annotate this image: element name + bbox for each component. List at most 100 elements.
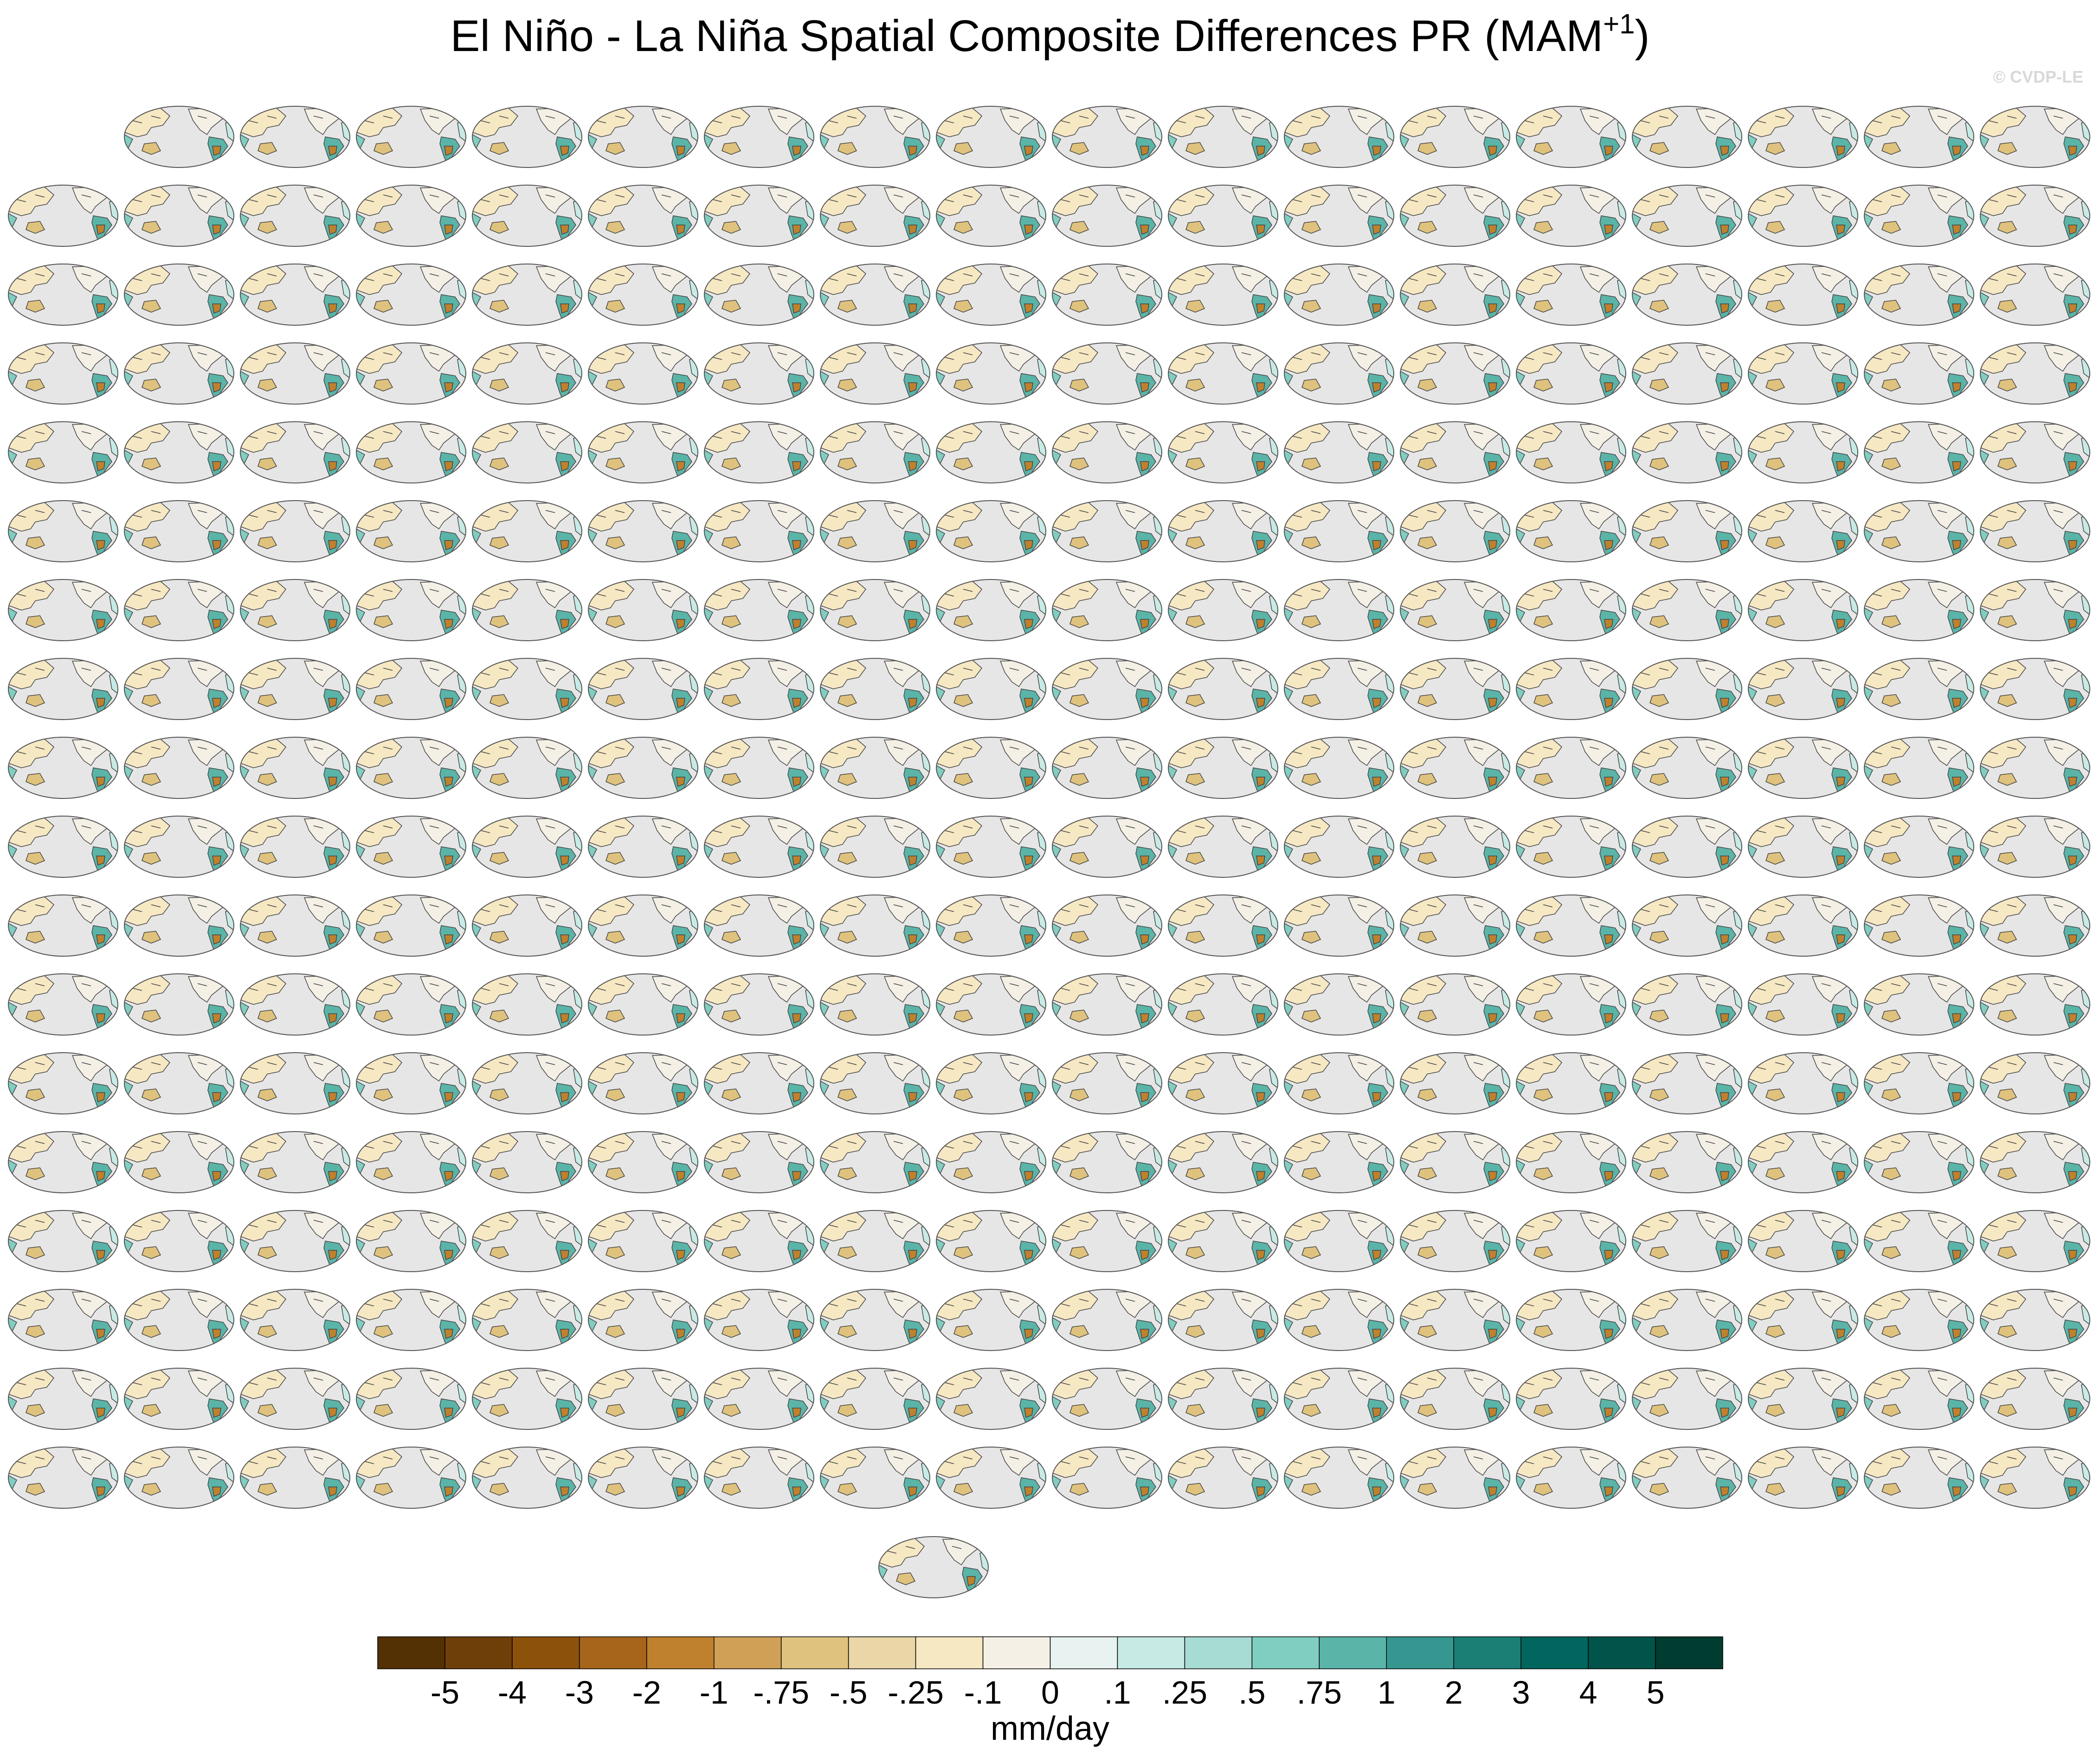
- map-panel: [1400, 1210, 1510, 1272]
- map-panel: [1980, 737, 2090, 798]
- map-panel: [356, 264, 466, 325]
- map-panel: [472, 1053, 582, 1114]
- map-panel: [1632, 422, 1742, 483]
- map-panel: [1284, 658, 1394, 720]
- map-panel: [1632, 264, 1742, 325]
- map-panel: [1052, 579, 1162, 641]
- colorbar-tick-label: -.75: [753, 1674, 809, 1711]
- map-panel: [1516, 1368, 1626, 1429]
- map-panel: [356, 185, 466, 246]
- map-panel: [472, 1368, 582, 1429]
- map-panel: [936, 579, 1046, 641]
- map-panel: [820, 1053, 930, 1114]
- title-main: El Niño - La Niña Spatial Composite Diff…: [451, 11, 1604, 61]
- map-panel: [936, 1447, 1046, 1508]
- map-panel: [1400, 106, 1510, 167]
- map-panel: [704, 1368, 814, 1429]
- map-panel: [1400, 1132, 1510, 1193]
- map-panel: [472, 1447, 582, 1508]
- map-panel: [1864, 1289, 1974, 1351]
- map-panel: [8, 1053, 118, 1114]
- map-panel: [8, 1447, 118, 1508]
- map-panel: [1284, 895, 1394, 956]
- map-panel: [1516, 974, 1626, 1035]
- map-panel: [704, 264, 814, 325]
- map-panel: [240, 1447, 350, 1508]
- map-panel: [472, 579, 582, 641]
- map-panel: [1168, 1132, 1278, 1193]
- map-panel: [936, 895, 1046, 956]
- map-panel: [356, 1368, 466, 1429]
- map-panel: [1284, 106, 1394, 167]
- map-panel: [1864, 737, 1974, 798]
- map-panel: [240, 974, 350, 1035]
- map-panel: [356, 1210, 466, 1272]
- map-panel: [1168, 264, 1278, 325]
- map-panel: [1632, 1368, 1742, 1429]
- map-panel: [704, 974, 814, 1035]
- map-panel: [704, 1132, 814, 1193]
- map-panel: [704, 1447, 814, 1508]
- map-panel: [820, 1447, 930, 1508]
- map-panel: [1052, 658, 1162, 720]
- map-panel: [588, 185, 698, 246]
- colorbar-swatch: [1520, 1636, 1589, 1669]
- map-panel: [1168, 1368, 1278, 1429]
- map-panel: [124, 1132, 234, 1193]
- map-panel: [1980, 895, 2090, 956]
- map-panel: [240, 658, 350, 720]
- colorbar-swatch: [1184, 1636, 1253, 1669]
- map-panel: [1052, 1289, 1162, 1351]
- map-panel: [1864, 1210, 1974, 1272]
- map-panel: [356, 658, 466, 720]
- map-panel: [1748, 658, 1858, 720]
- map-panel: [1052, 1053, 1162, 1114]
- colorbar-tick-label: .25: [1162, 1674, 1207, 1711]
- map-panel: [356, 501, 466, 562]
- map-panel: [1516, 106, 1626, 167]
- map-panel: [704, 1210, 814, 1272]
- map-panel: [1168, 1210, 1278, 1272]
- map-panel: [8, 895, 118, 956]
- map-panel: [240, 1289, 350, 1351]
- map-panel: [1632, 816, 1742, 877]
- panel-grid: [8, 106, 2090, 1598]
- map-panel: [1400, 579, 1510, 641]
- colorbar-tick-label: -5: [431, 1674, 459, 1711]
- map-panel: [1516, 422, 1626, 483]
- map-panel: [704, 422, 814, 483]
- map-panel: [356, 1447, 466, 1508]
- map-panel: [240, 501, 350, 562]
- colorbar-swatch: [1453, 1636, 1521, 1669]
- map-panel: [1052, 264, 1162, 325]
- map-panel: [1748, 579, 1858, 641]
- map-panel: [8, 1289, 118, 1351]
- map-panel: [124, 974, 234, 1035]
- map-panel: [356, 1289, 466, 1351]
- colorbar-swatch: [1050, 1636, 1118, 1669]
- map-panel: [240, 579, 350, 641]
- map-panel: [1748, 1210, 1858, 1272]
- map-panel: [704, 501, 814, 562]
- colorbar-swatch: [1386, 1636, 1454, 1669]
- map-panel: [1168, 737, 1278, 798]
- map-panel: [936, 816, 1046, 877]
- map-panel: [8, 1132, 118, 1193]
- map-panel: [936, 106, 1046, 167]
- map-panel: [240, 1368, 350, 1429]
- map-panel: [472, 264, 582, 325]
- map-panel: [1980, 1447, 2090, 1508]
- map-panel: [936, 1053, 1046, 1114]
- map-panel: [1864, 895, 1974, 956]
- map-panel: [1864, 501, 1974, 562]
- map-panel: [820, 1210, 930, 1272]
- map-panel: [1632, 895, 1742, 956]
- map-panel: [936, 1289, 1046, 1351]
- map-panel: [1284, 501, 1394, 562]
- map-panel: [704, 106, 814, 167]
- map-panel: [1052, 422, 1162, 483]
- map-panel: [472, 1210, 582, 1272]
- map-panel: [1284, 343, 1394, 404]
- map-panel: [588, 1132, 698, 1193]
